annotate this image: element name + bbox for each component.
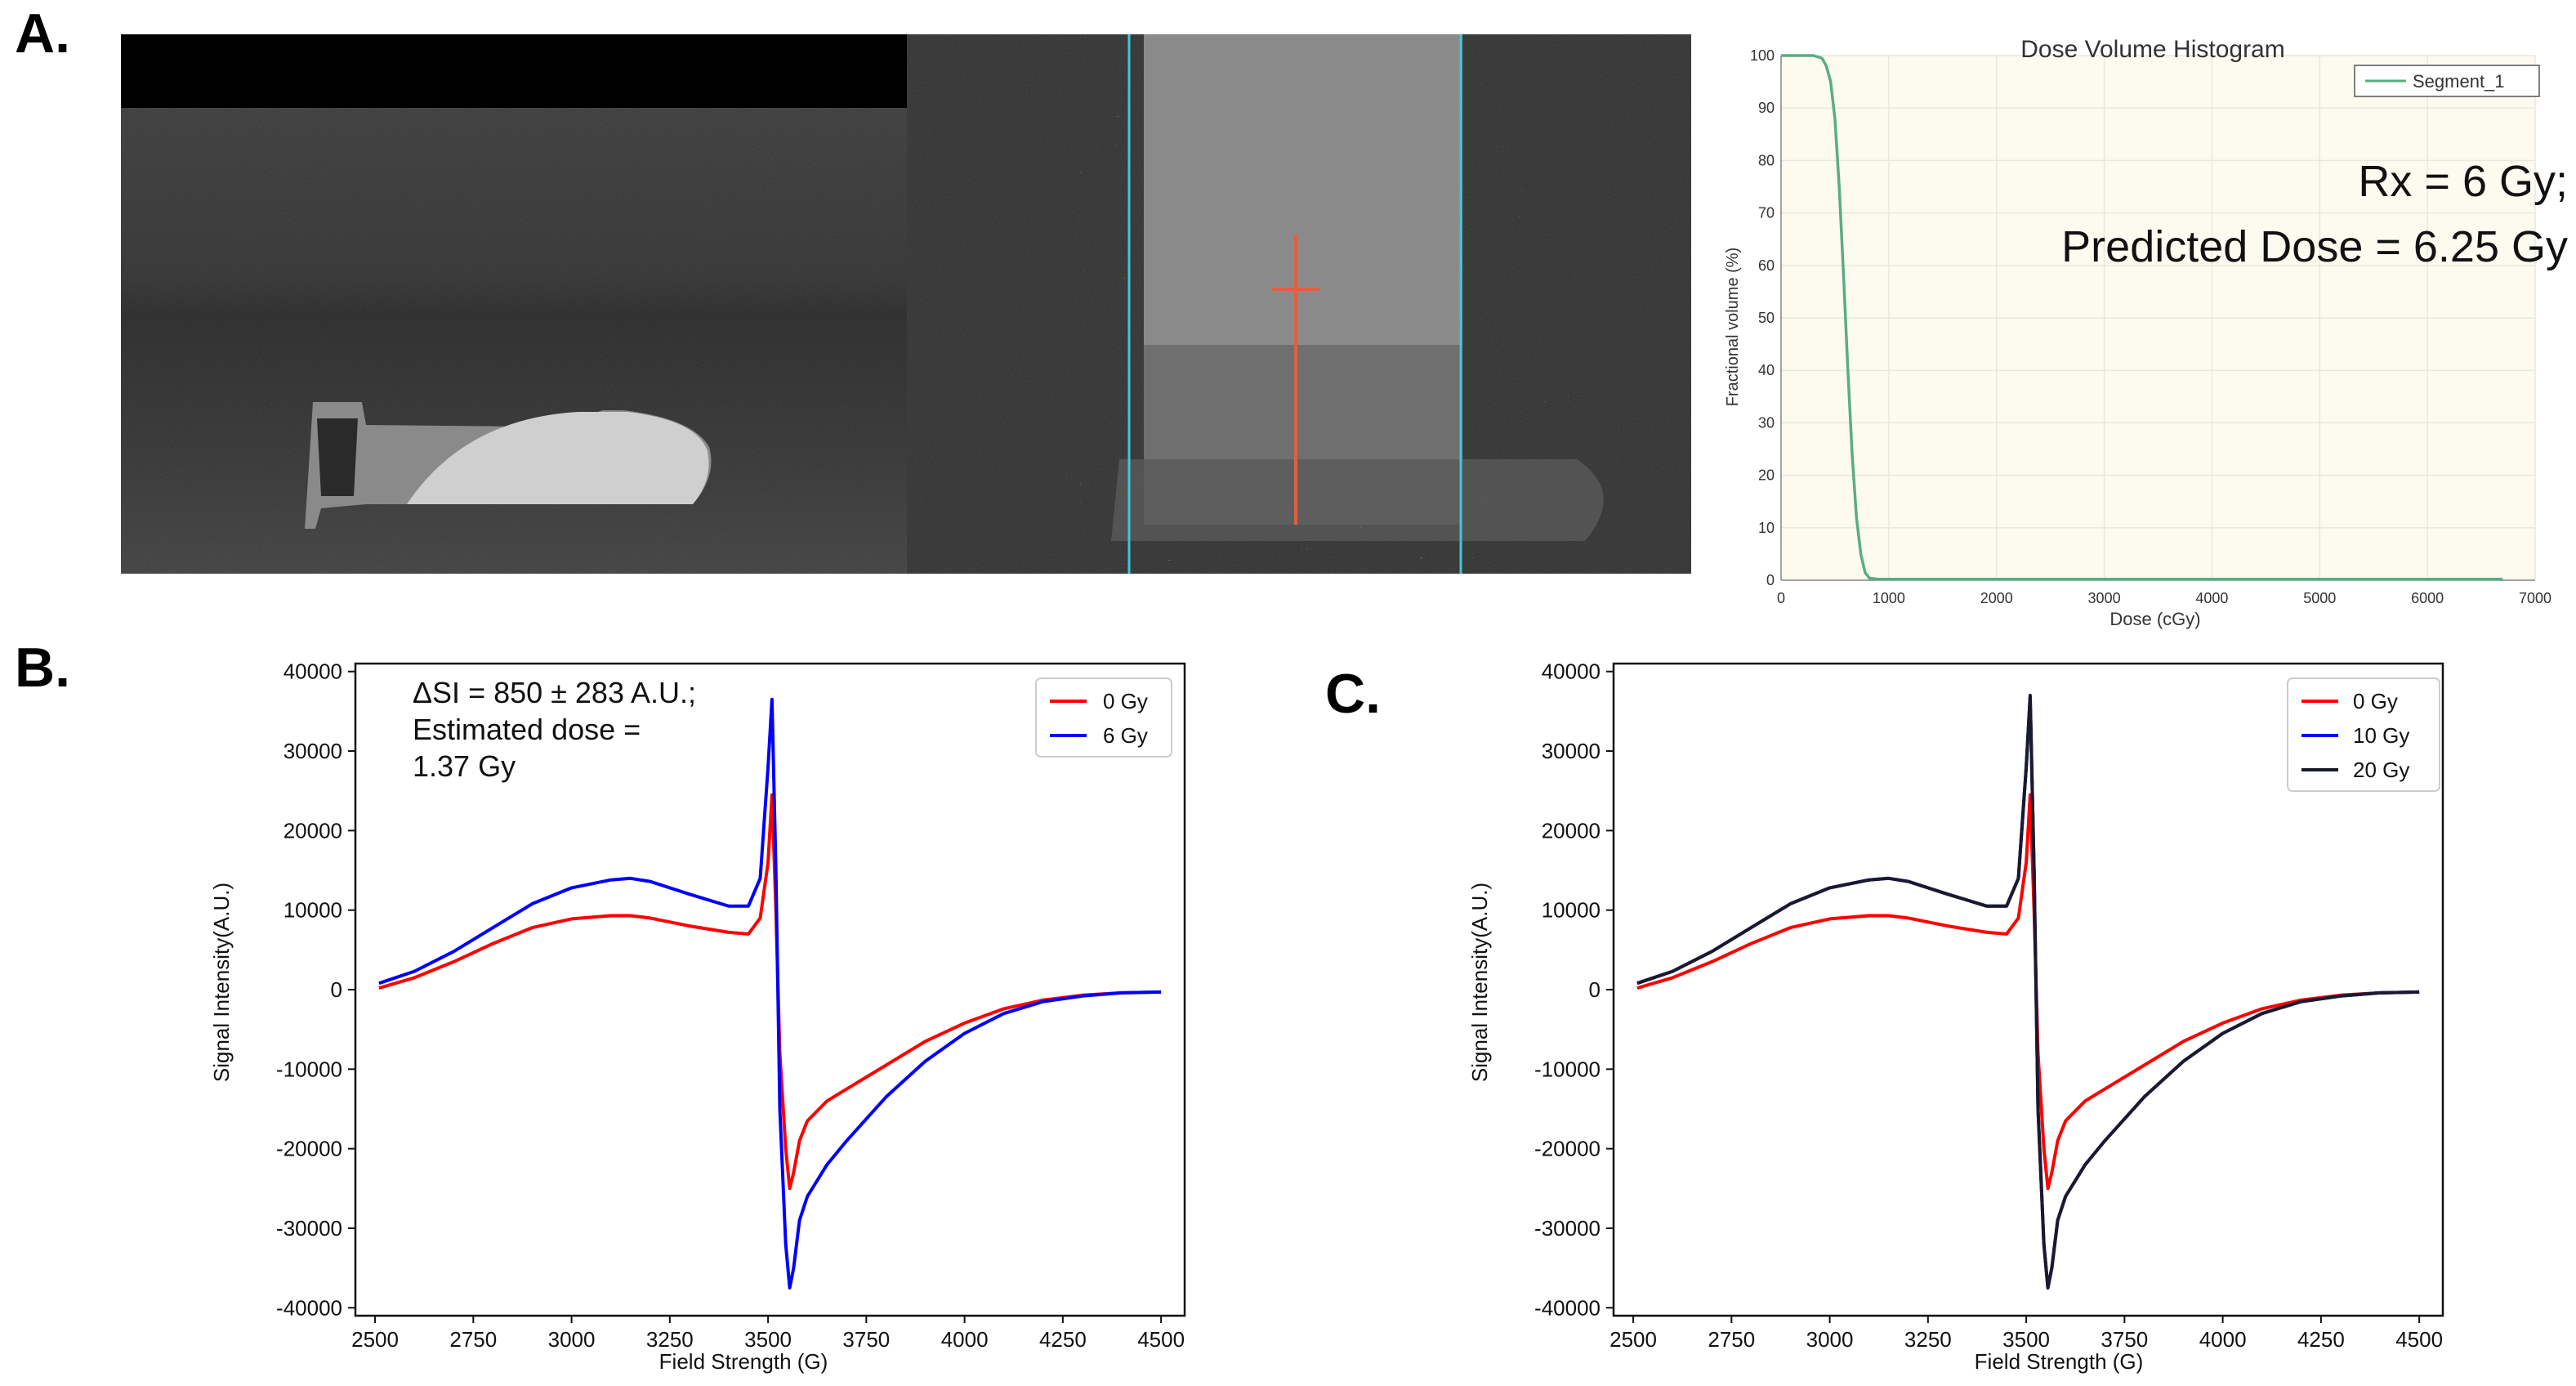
chart-b-x-tick-label: 4250: [1039, 1327, 1087, 1352]
mr-dose-overlay-image: [907, 34, 1691, 574]
dvh-x-tick-label: 6000: [2411, 590, 2444, 606]
dvh-x-tick-label: 7000: [2519, 590, 2551, 606]
dvh-series-line: [1781, 54, 2503, 581]
chart-b-ylabel: Signal Intensity(A.U.): [209, 883, 234, 1082]
chart-b-x-tick-label: 4500: [1137, 1327, 1185, 1352]
chart-c-x-tick-label: 4000: [2199, 1327, 2247, 1352]
chart-b-annotation-line2: Estimated dose =: [413, 713, 641, 746]
chart-c-x-tick-label: 2750: [1708, 1327, 1755, 1352]
chart-c-x-tick-label: 4500: [2395, 1327, 2443, 1352]
dvh-y-tick-label: 100: [1750, 47, 1775, 64]
chart-c-x-tick-label: 4250: [2297, 1327, 2345, 1352]
dvh-title: Dose Volume Histogram: [2020, 36, 2284, 63]
chart-b-x-tick-label: 3250: [646, 1327, 694, 1352]
mr-black-band: [121, 34, 907, 108]
dvh-ylabel: Fractional volume (%): [1724, 248, 1742, 407]
chart-b-x-tick-label: 2750: [449, 1327, 497, 1352]
chart-b-xlabel: Field Strength (G): [659, 1349, 828, 1374]
chart-b-axes-frame: [354, 662, 1186, 1317]
dvh-x-tick-label: 4000: [2195, 590, 2228, 606]
dvh-y-tick-label: 80: [1758, 152, 1775, 168]
chart-b-y-tick-label: -30000: [276, 1216, 342, 1241]
cartridge-shape: [305, 402, 712, 529]
epr-chart-c: 2500 2750 3000 3250 3500 3750 4000 4250 4500 -400…: [1467, 659, 2444, 1374]
chart-b-y-tick-label: -10000: [276, 1057, 342, 1081]
chart-b-x-tick-label: 2500: [351, 1327, 399, 1352]
chart-b-legend: 0 Gy 6 Gy: [1035, 677, 1172, 758]
chart-c-y-tick-label: 40000: [1542, 659, 1601, 684]
chart-c-x-tick-label: 3250: [1904, 1327, 1952, 1352]
chart-c-y-tick-label: -10000: [1534, 1057, 1601, 1081]
chart-b-series-6gy: [378, 697, 1162, 1290]
dvh-y-tick-label: 10: [1758, 520, 1775, 536]
chart-c-xlabel: Field Strength (G): [1975, 1349, 2144, 1374]
chart-b-y-tick-label: 30000: [283, 739, 342, 763]
chart-c-y-tick-label: 0: [1589, 977, 1601, 1002]
dvh-y-tick-label: 20: [1758, 467, 1775, 484]
dvh-legend-label: Segment_1: [2413, 71, 2505, 92]
dvh-y-tick-label: 60: [1758, 257, 1775, 274]
chart-c-y-tick-label: 20000: [1542, 818, 1601, 843]
chart-b-x-tick-label: 4000: [941, 1327, 989, 1352]
chart-b-legend-0gy: 0 Gy: [1103, 689, 1148, 713]
chart-c-x-tick-label: 2500: [1609, 1327, 1657, 1352]
chart-c-legend-20gy: 20 Gy: [2353, 758, 2409, 782]
panel-label-a: A.: [15, 2, 70, 65]
chart-c-y-tick-label: -20000: [1534, 1137, 1601, 1161]
chart-c-x-tick-label: 3500: [2002, 1327, 2050, 1352]
dvh-note-rx: Rx = 6 Gy;: [2358, 157, 2568, 206]
chart-b-y-tick-label: 10000: [283, 898, 342, 923]
chart-c-legend-0gy: 0 Gy: [2353, 689, 2398, 713]
epr-chart-b: 2500 2750 3000 3250 3500 3750 4000 4250 4500 -400…: [209, 659, 1186, 1374]
chart-b-annotation-line3: 1.37 Gy: [413, 749, 516, 783]
dvh-legend: Segment_1: [2354, 65, 2540, 97]
dvh-xlabel: Dose (cGy): [2109, 609, 2200, 629]
chart-b-y-tick-label: 0: [331, 977, 342, 1002]
chart-c-x-tick-label: 3000: [1806, 1327, 1854, 1352]
dvh-y-tick-label: 50: [1758, 310, 1775, 326]
chart-b-x-tick-label: 3500: [744, 1327, 792, 1352]
chart-c-y-tick-label: 30000: [1542, 739, 1601, 763]
panel-label-b: B.: [15, 637, 70, 699]
dvh-chart: 0 1000 2000 3000 4000 5000 6000 7000 0 10 20 30 40 50…: [1724, 36, 2568, 629]
dvh-x-tick-label: 3000: [2088, 590, 2121, 606]
chart-b-y-tick-label: -20000: [276, 1137, 342, 1161]
chart-c-legend: 0 Gy 10 Gy 20 Gy: [2287, 677, 2440, 792]
dvh-y-tick-label: 40: [1758, 362, 1775, 378]
chart-c-series-20gy: [1636, 693, 2420, 1290]
chart-c-y-tick-label: 10000: [1542, 898, 1601, 923]
panel-label-c: C.: [1325, 663, 1381, 725]
chart-b-x-tick-label: 3750: [842, 1327, 890, 1352]
dvh-y-tick-label: 90: [1758, 100, 1775, 116]
chart-c-y-tick-label: -40000: [1534, 1295, 1601, 1320]
chart-b-y-tick-label: 20000: [283, 818, 342, 843]
dvh-x-tick-label: 2000: [1980, 590, 2013, 606]
chart-b-annotation-line1: ΔSI = 850 ± 283 A.U.;: [413, 676, 696, 709]
dvh-x-tick-label: 5000: [2303, 590, 2336, 606]
chart-c-y-tick-label: -30000: [1534, 1216, 1601, 1241]
dvh-y-tick-label: 30: [1758, 414, 1775, 431]
chart-b-y-tick-label: 40000: [283, 659, 342, 684]
chart-c-ylabel: Signal Intensity(A.U.): [1467, 883, 1492, 1082]
chart-b-y-tick-label: -40000: [276, 1295, 342, 1320]
chart-c-x-tick-label: 3750: [2101, 1327, 2148, 1352]
dvh-x-tick-label: 1000: [1873, 590, 1905, 606]
crosshair-marker: [1271, 235, 1320, 525]
chart-b-legend-6gy: 6 Gy: [1103, 723, 1148, 748]
dvh-x-tick-label: 0: [1777, 590, 1785, 606]
dvh-y-tick-label: 70: [1758, 205, 1775, 221]
dvh-note-predicted: Predicted Dose = 6.25 Gy: [2061, 222, 2568, 271]
mr-image-grayscale: [121, 34, 907, 574]
chart-b-x-tick-label: 3000: [548, 1327, 596, 1352]
chart-c-legend-10gy: 10 Gy: [2353, 723, 2409, 748]
dvh-y-tick-label: 0: [1766, 572, 1775, 588]
